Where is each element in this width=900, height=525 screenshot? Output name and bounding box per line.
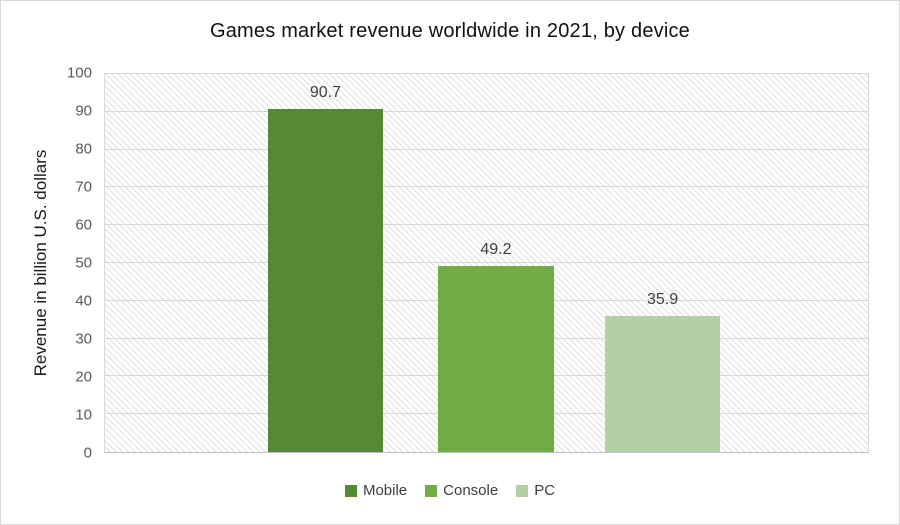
gridline	[105, 148, 868, 150]
chart-title: Games market revenue worldwide in 2021, …	[209, 20, 691, 42]
gridline	[105, 110, 868, 112]
legend-label: Mobile	[362, 482, 408, 499]
legend-label: Console	[443, 482, 499, 499]
gridline	[105, 224, 868, 226]
legend-item-mobile: Mobile	[344, 482, 408, 499]
bar-value-label: 49.2	[480, 241, 512, 259]
legend-swatch	[344, 484, 357, 497]
bar-pc	[604, 316, 721, 452]
legend-swatch	[425, 484, 438, 497]
y-tick-label: 60	[75, 216, 92, 234]
bar-console	[438, 266, 554, 452]
bar-mobile	[267, 109, 384, 452]
plot-area: 90.7 49.2 35.9	[104, 73, 869, 453]
y-tick-label: 30	[75, 330, 92, 348]
gridline	[105, 186, 868, 188]
y-tick-label: 90	[75, 102, 92, 120]
y-tick-label: 10	[75, 406, 92, 424]
bar-value-label: 90.7	[309, 84, 341, 102]
legend-item-console: Console	[425, 482, 498, 499]
y-tick-label: 20	[75, 368, 92, 386]
y-tick-label: 40	[75, 292, 92, 310]
y-tick-label: 80	[75, 140, 92, 158]
legend-swatch	[516, 484, 529, 497]
y-tick-label: 70	[75, 178, 92, 196]
legend-label: PC	[534, 482, 556, 499]
y-tick-label: 50	[75, 254, 92, 272]
gridline	[105, 262, 868, 263]
y-tick-label: 100	[66, 64, 92, 82]
legend: Mobile Console PC	[1, 482, 899, 499]
y-axis-ticks: 0 10 20 30 40 50 60 70 80 90 100	[1, 1, 92, 524]
legend-item-pc: PC	[516, 482, 555, 499]
y-tick-label: 0	[83, 444, 92, 462]
bar-value-label: 35.9	[646, 291, 679, 309]
